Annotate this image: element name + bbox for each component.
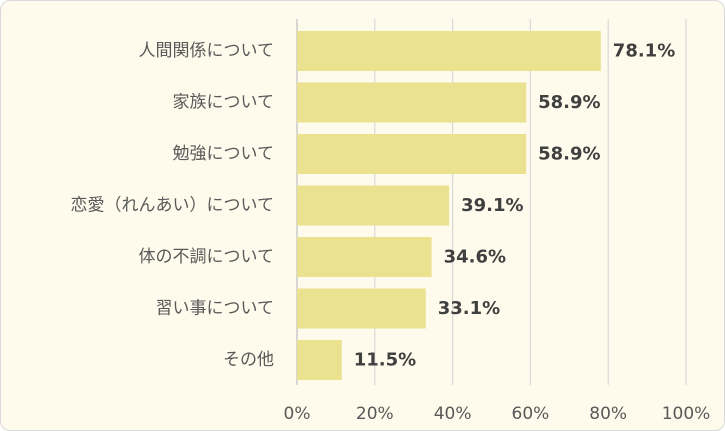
category-label: 恋愛（れんあい）について [71,195,275,216]
data-label: 78.1% [613,41,675,62]
x-tick-labels: 0% 20% 40% 60% 80% 100% [284,404,711,424]
x-tick-label: 100% [662,404,711,424]
category-label: 人間関係について [139,41,275,61]
bar [297,82,527,123]
bar [297,185,450,226]
data-label: 39.1% [461,195,523,216]
bar [297,237,432,277]
category-label: その他 [223,350,274,370]
data-label: 58.9% [538,92,600,113]
category-label: 習い事について [156,299,275,319]
category-labels: 人間関係について家族について勉強について恋愛（れんあい）について体の不調について… [71,41,275,370]
category-label: 家族について [173,93,275,113]
data-label: 33.1% [438,298,500,319]
category-label: 勉強について [173,144,275,164]
data-label: 34.6% [444,247,506,268]
bar [297,288,426,329]
data-label: 11.5% [354,350,416,371]
x-tick-label: 40% [434,404,472,424]
bar [297,31,601,71]
x-tick-label: 0% [284,404,311,424]
bar [297,134,527,174]
category-label: 体の不調について [139,247,275,267]
data-labels: 78.1% 58.9% 58.9% 39.1% 34.6% 33.1% 11.5% [354,41,676,371]
x-tick-label: 60% [512,404,550,424]
x-tick-label: 80% [589,404,627,424]
data-label: 58.9% [538,144,600,165]
bars [297,31,601,380]
x-tick-label: 20% [356,404,394,424]
bar [297,340,342,380]
